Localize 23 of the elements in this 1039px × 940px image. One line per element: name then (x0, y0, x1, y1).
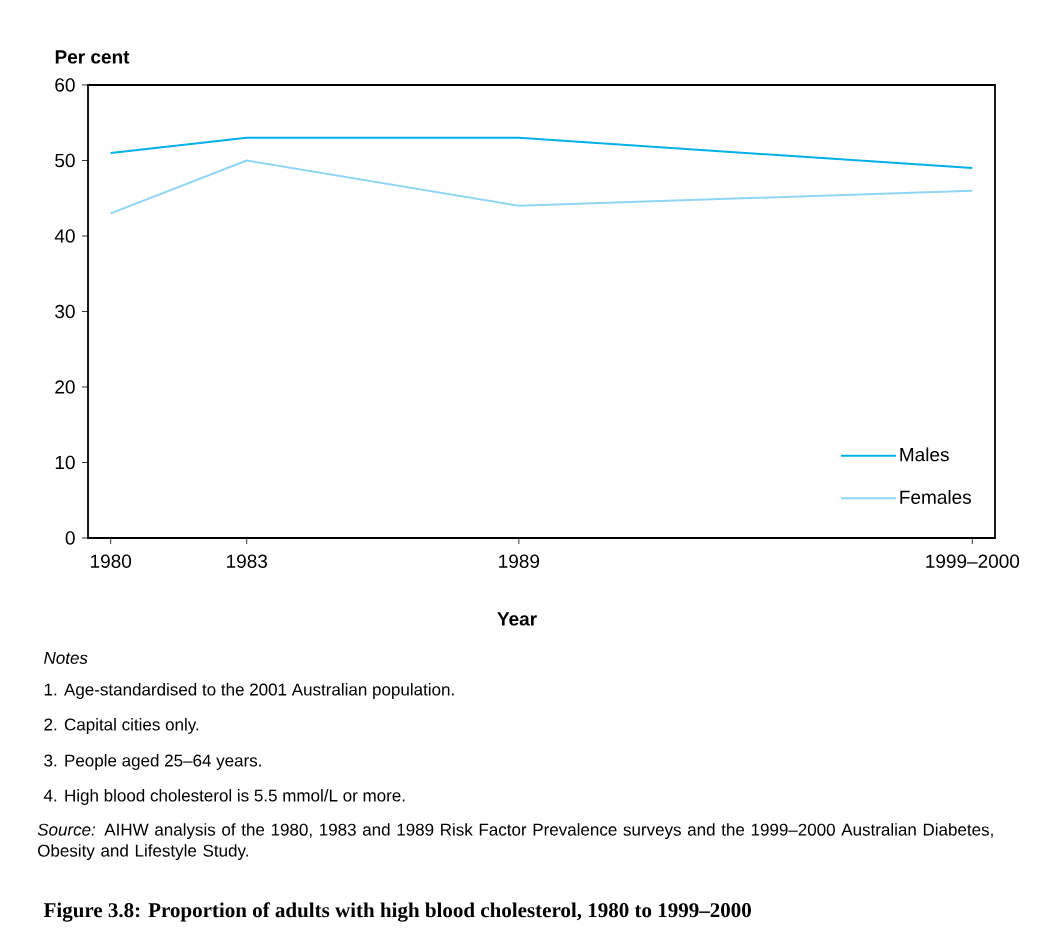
y-tick-label: 0 (65, 531, 75, 545)
y-tick-label: 40 (54, 229, 75, 243)
y-tick-label: 50 (55, 153, 75, 168)
y-tick-label: 30 (55, 304, 75, 319)
legend-label: Females (900, 490, 971, 504)
text: Figure 3.8: Proportion of adults with high blood cholesterol, 1980 to 1999–2000 (43, 902, 751, 922)
x-tick-label: 1980 (91, 554, 132, 568)
x-axis-title: Year (497, 612, 537, 626)
legend-label: Males (900, 447, 949, 462)
x-tick-label: 1983 (227, 554, 268, 568)
text: 4. High blood cholesterol is 5.5 mmol/L or more. (43, 789, 405, 805)
x-tick-label: 1999–2000 (926, 554, 1020, 568)
y-tick-label: 20 (55, 380, 75, 394)
line-series (109, 159, 974, 215)
y-tick-label: 10 (55, 455, 75, 470)
y-tick-label: 60 (55, 78, 75, 92)
text: Source: AIHW analysis of the 1980, 1983 and 1989 Risk Factor Prevalence surveys and the 1999–2000 Australian Diabetes, Obesity and Lifestyle Study. (37, 823, 993, 861)
text: 3. People aged 25–64 years. (44, 754, 261, 770)
text: Notes (44, 652, 88, 664)
y-axis-title: Per cent (55, 50, 130, 64)
text: 2. Capital cities only. (44, 718, 199, 734)
text: 1. Age-standardised to the 2001 Australian population. (44, 683, 454, 699)
x-tick-label: 1989 (499, 554, 540, 568)
